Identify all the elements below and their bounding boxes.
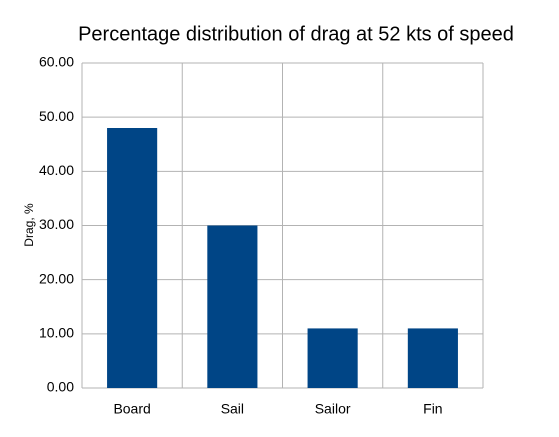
chart-title: Percentage distribution of drag at 52 kt… xyxy=(78,23,514,45)
y-tick-label: 30.00 xyxy=(39,216,74,232)
bar xyxy=(207,225,258,388)
y-tick-label: 40.00 xyxy=(39,162,74,178)
y-tick-label: 10.00 xyxy=(39,325,74,341)
y-axis-label: Drag, % xyxy=(22,203,36,247)
y-tick-label: 20.00 xyxy=(39,270,74,286)
x-tick-label: Sailor xyxy=(315,401,351,417)
bar xyxy=(307,328,358,388)
y-tick-label: 50.00 xyxy=(39,108,74,124)
x-tick-label: Board xyxy=(113,401,150,417)
y-tick-label: 0.00 xyxy=(47,379,74,395)
x-tick-label: Fin xyxy=(423,401,442,417)
bar xyxy=(107,128,158,388)
bar xyxy=(407,328,458,388)
x-tick-label: Sail xyxy=(221,401,244,417)
y-tick-label: 60.00 xyxy=(39,54,74,70)
